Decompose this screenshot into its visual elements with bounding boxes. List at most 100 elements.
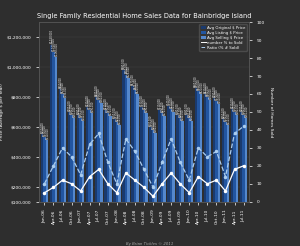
Text: $800,000: $800,000 (206, 84, 209, 96)
Text: $1,150,000: $1,150,000 (49, 29, 53, 43)
Bar (40, 134, 43, 217)
Text: $640,000: $640,000 (190, 108, 194, 120)
Text: $650,000: $650,000 (112, 107, 116, 118)
Bar (64, 98, 66, 217)
Text: $720,000: $720,000 (169, 96, 173, 108)
Text: $700,000: $700,000 (232, 99, 236, 111)
Text: $845,000: $845,000 (133, 77, 137, 89)
Text: $690,000: $690,000 (106, 101, 110, 112)
Bar (236, 115, 238, 217)
Text: $510,000: $510,000 (45, 127, 49, 139)
Bar (86, 108, 88, 217)
Bar (46, 140, 48, 217)
Bar (91, 113, 94, 217)
Bar (218, 105, 220, 217)
Bar (50, 45, 52, 217)
Bar (176, 115, 179, 217)
Text: $690,000: $690,000 (90, 101, 94, 112)
Text: $1,100,000: $1,100,000 (52, 37, 56, 51)
Text: $840,000: $840,000 (196, 78, 200, 90)
Bar (73, 118, 75, 217)
Bar (233, 112, 236, 217)
Bar (190, 121, 193, 217)
Bar (106, 113, 109, 217)
Text: $710,000: $710,000 (88, 98, 92, 109)
Text: $860,000: $860,000 (194, 75, 198, 87)
Text: $610,000: $610,000 (226, 113, 230, 124)
Text: $600,000: $600,000 (148, 114, 152, 126)
Bar (158, 110, 161, 217)
Bar (104, 110, 106, 217)
Text: $800,000: $800,000 (94, 84, 98, 96)
Text: $580,000: $580,000 (151, 117, 155, 129)
Bar (179, 118, 181, 217)
Bar (161, 113, 164, 217)
Bar (242, 115, 245, 217)
Bar (68, 112, 70, 217)
Text: $710,000: $710,000 (142, 98, 146, 109)
Bar (185, 115, 188, 217)
Bar (122, 70, 124, 217)
Bar (88, 110, 91, 217)
Text: $820,000: $820,000 (203, 81, 207, 93)
Text: $980,000: $980,000 (122, 57, 125, 69)
Text: $640,000: $640,000 (81, 108, 85, 120)
Bar (245, 118, 247, 217)
Bar (152, 130, 154, 217)
Text: $730,000: $730,000 (85, 95, 89, 106)
Bar (213, 98, 215, 217)
Bar (197, 91, 200, 217)
Bar (240, 112, 242, 217)
Text: $650,000: $650,000 (221, 107, 225, 118)
Bar (140, 108, 143, 217)
Bar (206, 97, 208, 217)
Bar (222, 119, 224, 217)
Text: $530,000: $530,000 (42, 124, 46, 136)
Bar (127, 78, 130, 217)
Text: $690,000: $690,000 (145, 101, 148, 112)
Text: $610,000: $610,000 (117, 113, 122, 124)
Bar (95, 97, 98, 217)
Bar (145, 113, 148, 217)
Text: $780,000: $780,000 (97, 87, 101, 99)
Text: $660,000: $660,000 (187, 105, 191, 117)
Text: $820,000: $820,000 (136, 81, 140, 93)
Bar (82, 121, 84, 217)
Bar (109, 116, 112, 217)
Text: $850,000: $850,000 (58, 77, 62, 88)
Text: $710,000: $710,000 (158, 98, 162, 109)
Text: $660,000: $660,000 (79, 105, 83, 117)
Text: By Brian Tickles © 2011: By Brian Tickles © 2011 (126, 242, 174, 246)
Bar (200, 94, 202, 217)
Text: $680,000: $680,000 (242, 102, 246, 114)
Bar (98, 100, 100, 217)
Text: $560,000: $560,000 (154, 120, 158, 132)
Legend: Avg Original $ Price, Avg Listing $ Price, Avg Selling $ Price, number % to Sold: Avg Original $ Price, Avg Listing $ Pric… (199, 24, 247, 51)
Bar (136, 94, 139, 217)
Text: $640,000: $640,000 (181, 108, 185, 120)
Bar (149, 127, 152, 217)
Y-axis label: Price (Average $ per Year): Price (Average $ per Year) (0, 84, 4, 140)
Y-axis label: Number of Homes Sold: Number of Homes Sold (269, 87, 273, 137)
Text: $700,000: $700,000 (67, 99, 71, 111)
Text: $740,000: $740,000 (167, 93, 171, 105)
Text: $820,000: $820,000 (61, 81, 64, 93)
Text: $790,000: $790,000 (212, 86, 216, 97)
Bar (167, 106, 170, 217)
Bar (227, 125, 229, 217)
Bar (208, 100, 211, 217)
Text: $670,000: $670,000 (108, 104, 112, 115)
Bar (143, 110, 145, 217)
Bar (113, 119, 116, 217)
Bar (204, 94, 206, 217)
Bar (188, 118, 190, 217)
Text: $730,000: $730,000 (140, 95, 143, 106)
Bar (52, 52, 55, 217)
Bar (124, 75, 127, 217)
Text: $680,000: $680,000 (70, 102, 74, 114)
Text: $700,000: $700,000 (239, 99, 243, 111)
Text: $630,000: $630,000 (115, 110, 119, 121)
Text: $550,000: $550,000 (40, 122, 44, 133)
Bar (215, 101, 218, 217)
Bar (154, 133, 157, 217)
